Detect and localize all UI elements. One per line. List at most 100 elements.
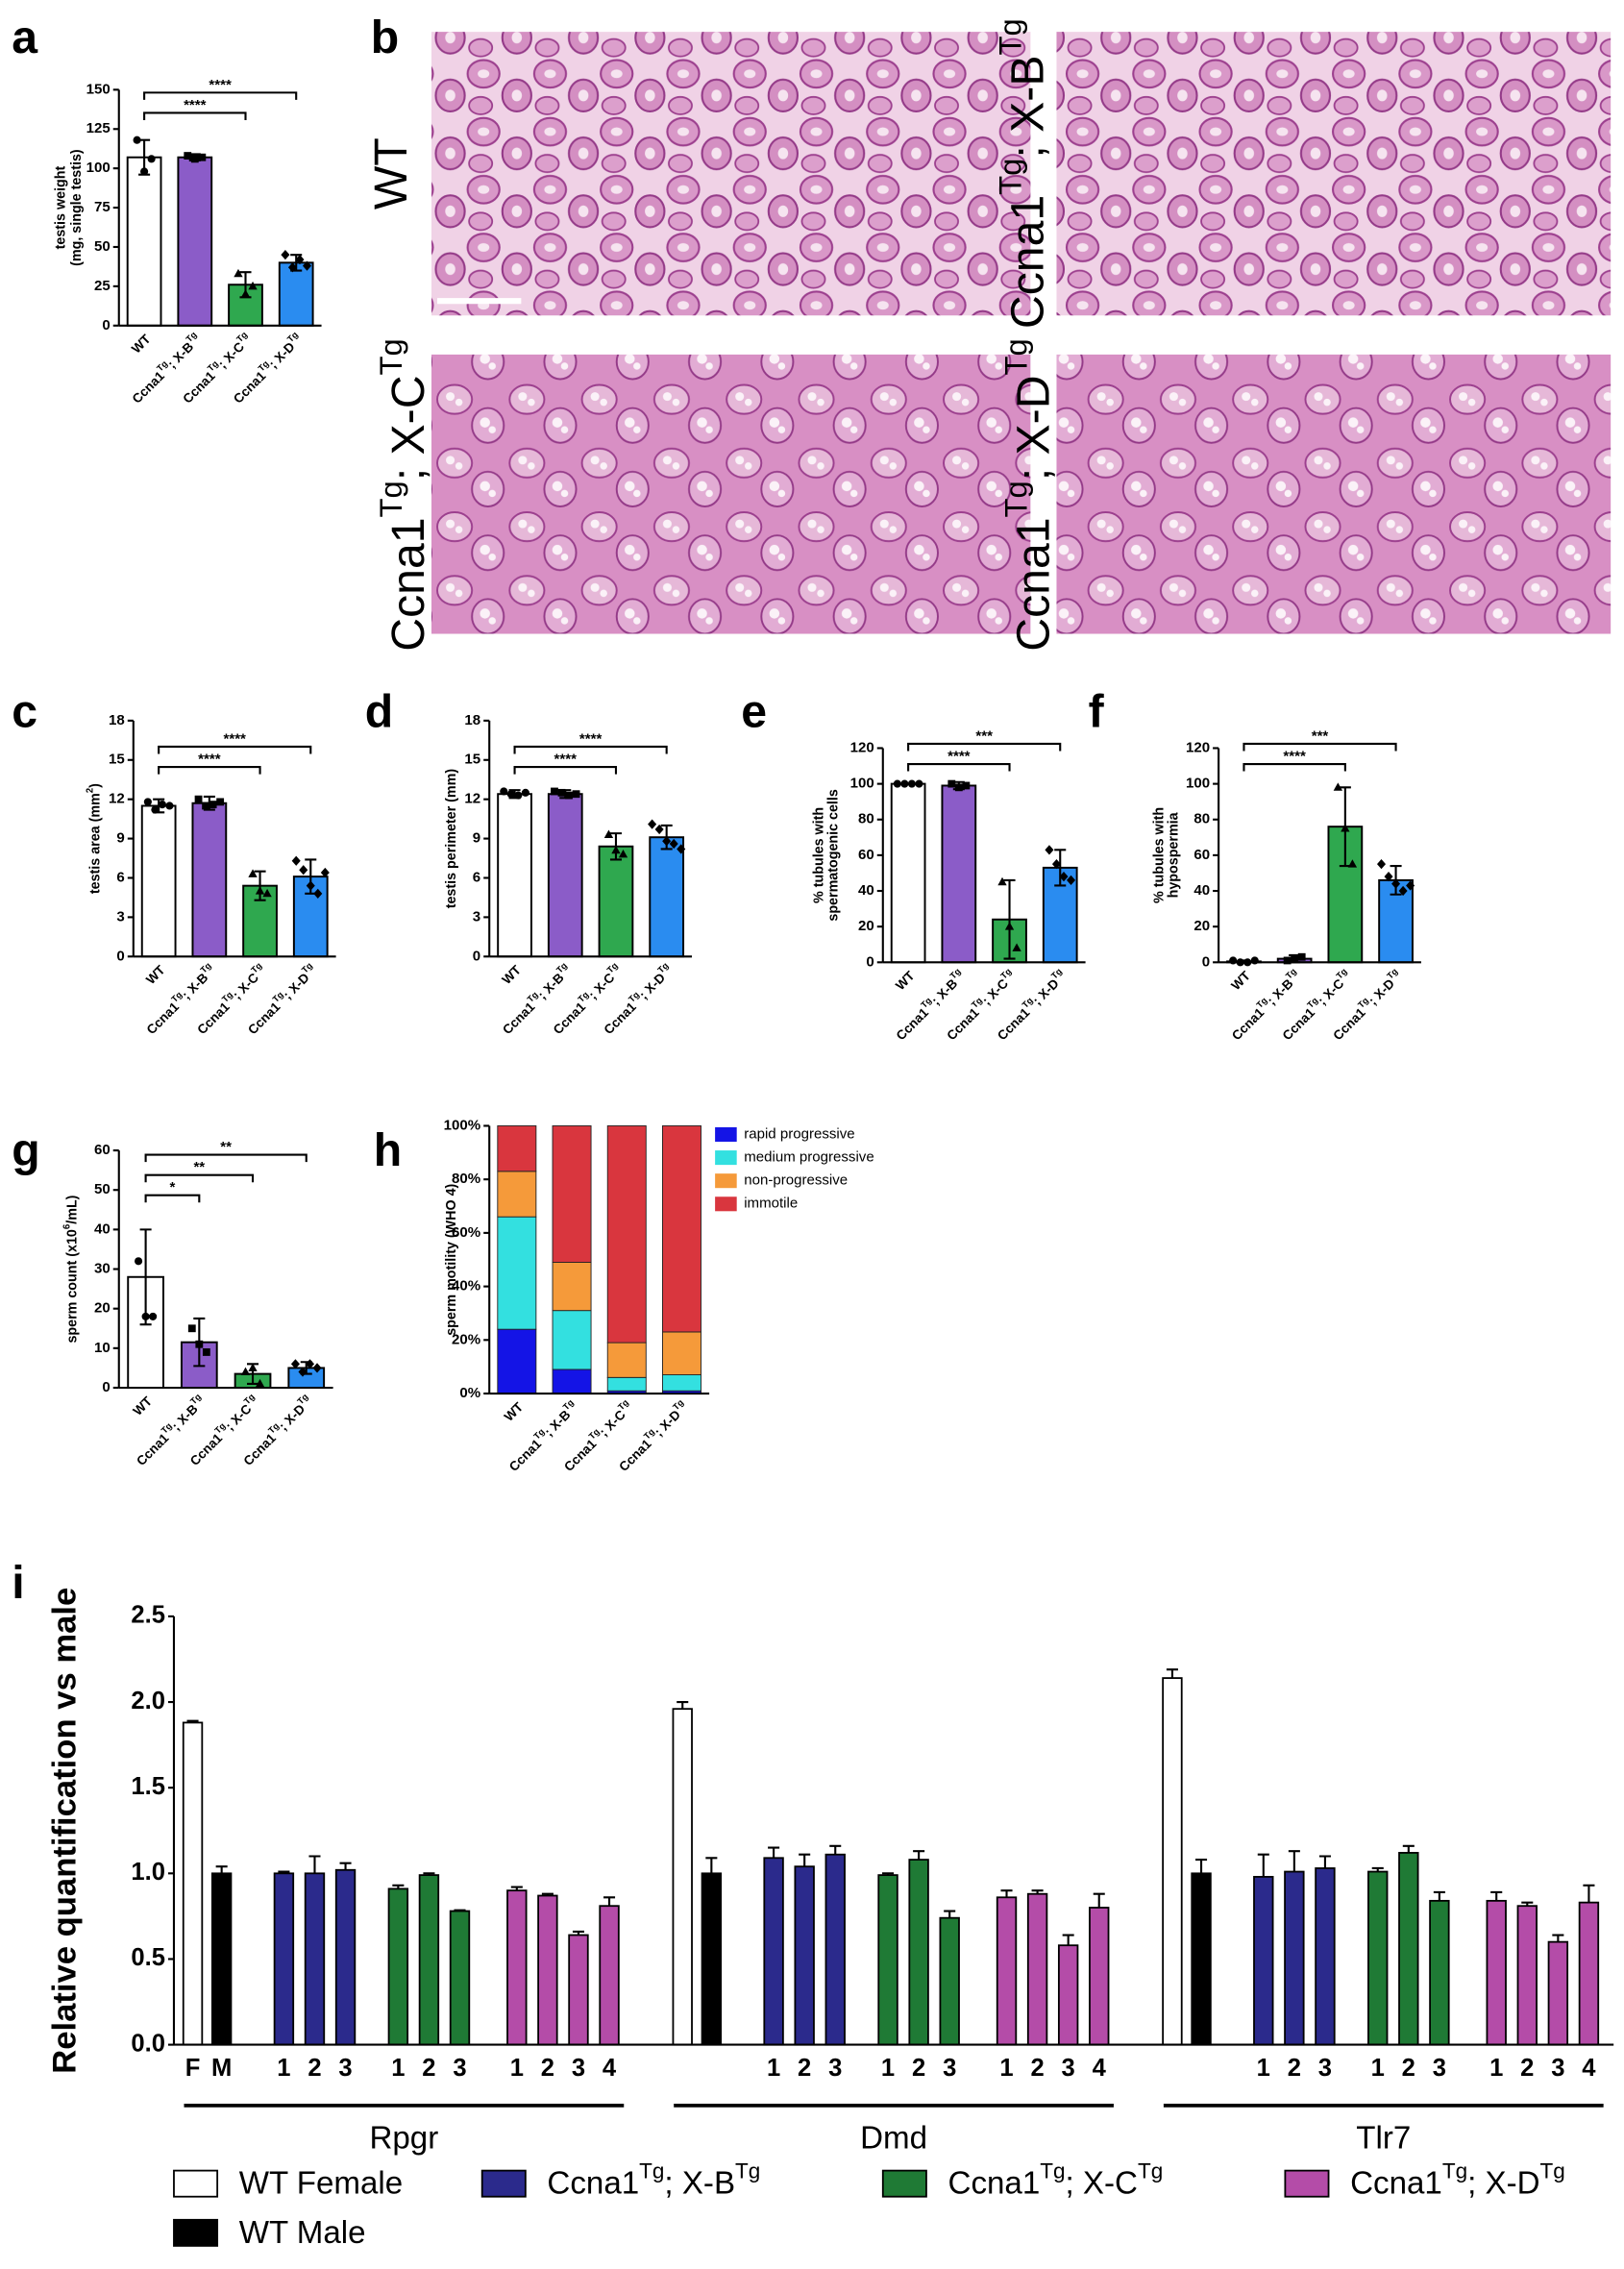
- bar-segment: [552, 1262, 592, 1312]
- data-point: [521, 788, 529, 797]
- group-label: Tlr7: [1356, 2121, 1411, 2157]
- x-tick-label: 2: [1288, 2055, 1301, 2082]
- image-label-part: Tg: [993, 18, 1028, 55]
- data-point: [240, 1367, 251, 1376]
- significance-label: ****: [223, 730, 246, 747]
- x-tick-label: WT: [130, 1393, 155, 1418]
- y-axis-label: sperm count (x106/mL): [62, 1195, 81, 1343]
- legend-label-part: Tg: [735, 2159, 760, 2183]
- data-point: [1376, 859, 1387, 870]
- data-point: [198, 153, 207, 161]
- x-tick-label-part: WT: [1228, 968, 1253, 993]
- data-point: [1012, 943, 1021, 951]
- y-axis-label-part: (mg, single testis): [69, 149, 85, 266]
- y-tick-label: 15: [464, 752, 480, 768]
- legend-label: immotile: [744, 1196, 798, 1212]
- y-tick-label: 6: [473, 869, 480, 885]
- y-axis-label: sperm motility (WHO 4): [444, 1183, 459, 1335]
- y-tick-label: 60: [858, 847, 874, 863]
- error-bar: [1583, 1884, 1595, 1903]
- bar-segment: [552, 1369, 592, 1394]
- x-tick-label-part: WT: [143, 962, 168, 987]
- y-tick-label: 10: [94, 1340, 111, 1356]
- error-bar: [215, 1865, 228, 1874]
- x-tick-label: 3: [943, 2055, 956, 2082]
- bar: [273, 1872, 295, 2046]
- bar-segment: [662, 1125, 701, 1333]
- y-axis-label-part: % tubules with: [811, 807, 826, 903]
- legend-label-part: ; X-B: [664, 2165, 735, 2201]
- y-axis-label-part: 2: [86, 787, 96, 793]
- significance-label: ****: [947, 748, 971, 764]
- y-tick-label: 3: [473, 908, 480, 925]
- data-point: [1297, 952, 1306, 961]
- data-point: [1384, 872, 1393, 882]
- x-tick-label-part: WT: [501, 1399, 526, 1424]
- bar-segment: [497, 1125, 537, 1172]
- legend-label-part: Tg: [1040, 2159, 1065, 2183]
- y-tick-label: 100%: [444, 1117, 480, 1133]
- data-point: [248, 1363, 258, 1371]
- x-tick-label: M: [211, 2055, 232, 2082]
- data-point: [143, 798, 152, 806]
- error-bar: [308, 1855, 321, 1874]
- bar: [506, 1889, 528, 2046]
- image-label-part: Tg: [998, 338, 1034, 375]
- bar: [763, 1857, 784, 2046]
- data-point: [603, 829, 614, 838]
- y-axis-label: Relative quantification vs male: [47, 1588, 84, 2074]
- y-tick-label: 40%: [452, 1278, 480, 1295]
- legend-label-part: Tg: [1540, 2159, 1565, 2183]
- image-label-part: ; X-C: [382, 375, 434, 481]
- x-tick-label-part: WT: [130, 1393, 155, 1418]
- significance-label: ***: [1312, 728, 1329, 744]
- x-tick-label: WT: [499, 962, 524, 987]
- bar: [177, 156, 213, 327]
- bar: [996, 1896, 1018, 2046]
- error-bar: [1062, 1934, 1074, 1946]
- bar: [1516, 1905, 1538, 2046]
- bar-segment: [606, 1376, 647, 1392]
- y-tick-label: 40: [94, 1221, 111, 1237]
- error-bar: [603, 1896, 616, 1907]
- data-point: [202, 802, 210, 810]
- error-bar: [1054, 849, 1067, 887]
- legend-label-part: Tg: [639, 2159, 664, 2183]
- x-tick-label: 4: [603, 2055, 617, 2082]
- data-point: [954, 783, 963, 792]
- bar: [1367, 1870, 1389, 2046]
- panel-letter: b: [371, 12, 399, 63]
- significance-label: ****: [1283, 748, 1306, 764]
- x-tick-label: 2: [422, 2055, 435, 2082]
- x-tick-label: 1: [767, 2055, 780, 2082]
- legend-swatch: [715, 1150, 737, 1166]
- y-tick-label: 0: [1202, 953, 1210, 970]
- x-tick-label: 3: [828, 2055, 842, 2082]
- bar: [599, 1905, 620, 2046]
- bar-segment: [552, 1125, 592, 1263]
- legend-label: medium progressive: [744, 1149, 874, 1166]
- bar: [1026, 1892, 1048, 2046]
- bar: [304, 1872, 326, 2046]
- data-point: [572, 790, 580, 799]
- bar: [497, 793, 532, 958]
- data-point: [255, 886, 265, 895]
- histology-image: [1056, 32, 1612, 316]
- bar: [1253, 1875, 1274, 2046]
- legend-label: Ccna1Tg; X-DTg: [1350, 2159, 1565, 2201]
- bar: [672, 1708, 693, 2046]
- y-tick-label: 125: [86, 120, 111, 136]
- data-point: [677, 844, 686, 854]
- bar-segment: [497, 1216, 537, 1330]
- x-tick-label: 3: [1318, 2055, 1332, 2082]
- y-tick-label: 40: [1193, 882, 1210, 899]
- x-tick-label: 2: [1030, 2055, 1044, 2082]
- y-tick-label: 60%: [452, 1224, 480, 1241]
- panel-letter: d: [365, 686, 393, 738]
- data-point: [557, 788, 566, 797]
- y-axis-label-part: sperm count (x10: [64, 1229, 80, 1343]
- bar: [908, 1859, 929, 2046]
- x-tick-label: WT: [129, 331, 154, 356]
- data-point: [240, 289, 251, 298]
